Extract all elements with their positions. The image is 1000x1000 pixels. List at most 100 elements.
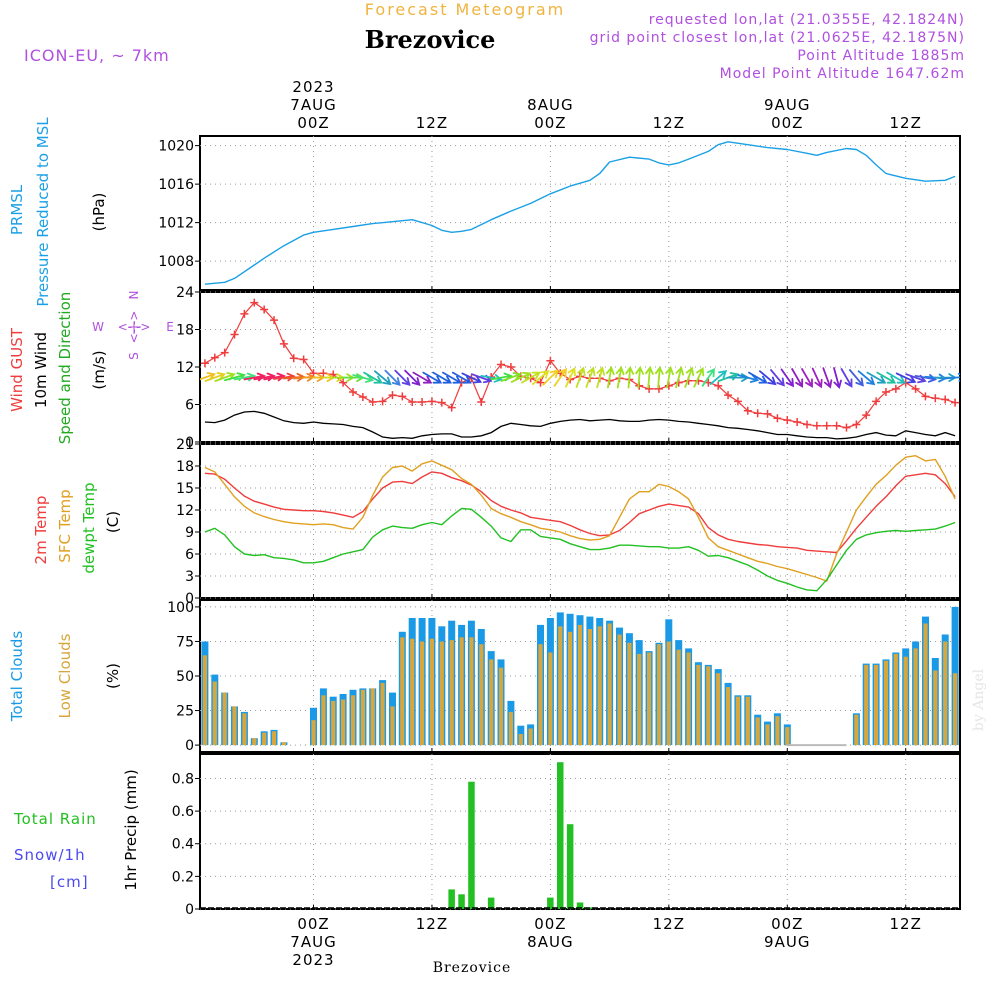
- low-clouds-bar: [647, 652, 652, 746]
- clouds-ytick-label: 100: [167, 600, 194, 616]
- low-clouds-bar: [469, 637, 474, 746]
- wind-direction-arrow: [770, 369, 785, 387]
- low-clouds-bar: [617, 634, 622, 745]
- low-clouds-bar: [587, 629, 592, 746]
- gridpoint-coordinates: grid point closest lon,lat (21.0625E, 42…: [590, 30, 965, 46]
- wind-direction-arrow: [404, 369, 421, 386]
- wind-direction-arrow: [791, 368, 804, 388]
- wind-direction-arrow: [822, 367, 833, 389]
- low-clouds-bar: [410, 638, 415, 746]
- gust-marker: [210, 353, 219, 362]
- precip-ytick-label: 0.2: [172, 869, 194, 885]
- wind-direction-arrow: [654, 365, 664, 389]
- precip-plot-area: [200, 762, 960, 909]
- low-clouds-bar: [775, 716, 780, 746]
- wind-direction-arrow: [693, 366, 705, 388]
- wind-direction-arrow: [532, 370, 550, 385]
- precip-ytick-label: 0: [185, 902, 194, 918]
- low-clouds-bar: [400, 637, 405, 746]
- low-clouds-bar: [459, 637, 464, 746]
- gust-marker: [951, 398, 960, 407]
- wind-direction-arrow: [363, 371, 383, 384]
- low-clouds-bar: [498, 667, 504, 746]
- gust-marker: [378, 397, 387, 406]
- low-clouds-bar: [449, 640, 454, 746]
- temperature-ytick-label: 6: [185, 547, 194, 563]
- rain-bar: [557, 762, 564, 909]
- top-time-label: 00Z: [297, 114, 329, 132]
- wind-direction-arrow: [521, 371, 541, 384]
- gust-marker: [803, 420, 812, 429]
- gust-marker: [733, 397, 742, 406]
- wind-direction-arrow: [565, 367, 576, 388]
- bottom-time-label: 00Z: [297, 915, 329, 933]
- wind-direction-arrow: [384, 369, 401, 386]
- wind-direction-arrow: [412, 371, 433, 384]
- pressure-frame: [199, 135, 961, 291]
- precip-ytick-label: 0.8: [172, 771, 194, 787]
- temperature-ytick-label: 3: [185, 569, 194, 585]
- clouds-ytick-label: 0: [185, 738, 194, 754]
- wind-direction-arrow: [352, 374, 375, 383]
- wind-direction-arrow: [422, 371, 443, 384]
- axis-label: (%): [104, 663, 122, 689]
- low-clouds-bar: [745, 696, 750, 746]
- gust-marker: [546, 356, 555, 365]
- gust-marker: [437, 398, 446, 407]
- gust-marker: [477, 398, 486, 406]
- wind-direction-arrow: [840, 368, 853, 388]
- low-clouds-bar: [953, 673, 958, 746]
- low-clouds-bar: [577, 624, 583, 746]
- rain-bar: [576, 902, 584, 909]
- gust-marker: [773, 414, 782, 423]
- gust-marker: [852, 420, 861, 429]
- low-clouds-bar: [854, 714, 859, 746]
- low-clouds-bar: [202, 655, 207, 746]
- low-clouds-bar: [883, 660, 889, 746]
- top-time-label: 9AUG: [764, 96, 810, 114]
- low-clouds-bar: [696, 664, 701, 745]
- top-time-label: 2023: [292, 78, 334, 96]
- series-line-10m-wind: [204, 410, 956, 440]
- gust-marker: [319, 369, 328, 378]
- pressure-ytick-label: 1016: [158, 177, 194, 193]
- low-clouds-bar: [716, 673, 721, 746]
- gust-marker: [368, 398, 377, 406]
- pressure-panel: 1008 1012 1016 1020: [158, 135, 961, 291]
- wind-direction-arrow: [585, 366, 596, 388]
- bottom-time-label: 12Z: [416, 915, 448, 933]
- temperature-ytick-label: 21: [176, 437, 194, 453]
- low-clouds-bar: [518, 734, 523, 746]
- gust-marker: [793, 418, 802, 426]
- compass-vertical-arrow: <-|->: [127, 311, 141, 344]
- wind-direction-arrow: [709, 370, 728, 385]
- wind-ytick-label: 6: [185, 398, 194, 414]
- gust-marker: [240, 309, 249, 318]
- temperature-ytick-label: 9: [185, 525, 194, 541]
- rain-bar: [487, 897, 495, 909]
- point-altitude: Point Altitude 1885m: [797, 48, 965, 64]
- low-clouds-bar: [933, 670, 938, 746]
- bottom-time-label: 8AUG: [527, 933, 573, 951]
- footer-location: Brezovice: [433, 960, 512, 976]
- wind-direction-arrow: [606, 366, 615, 389]
- gust-marker: [931, 394, 940, 403]
- low-clouds-bar: [508, 711, 513, 746]
- wind-direction-arrow: [833, 367, 842, 390]
- low-clouds-bar: [903, 656, 908, 746]
- location-title: Brezovice: [365, 25, 496, 54]
- low-clouds-bar: [232, 706, 237, 746]
- wind-direction-arrow: [886, 371, 907, 384]
- wind-direction-arrow: [675, 366, 684, 389]
- low-clouds-bar: [390, 706, 395, 746]
- wind-direction-arrow: [452, 371, 472, 384]
- gust-marker: [388, 391, 397, 400]
- wind-ytick-label: 0: [185, 435, 194, 451]
- gust-marker: [832, 421, 841, 430]
- top-time-label: 12Z: [890, 114, 922, 132]
- bottom-time-label: 9AUG: [764, 933, 810, 951]
- gust-marker: [339, 378, 348, 387]
- compass-west: W: [92, 320, 104, 334]
- top-time-label: 12Z: [416, 114, 448, 132]
- axis-label: Total Clouds: [8, 631, 26, 723]
